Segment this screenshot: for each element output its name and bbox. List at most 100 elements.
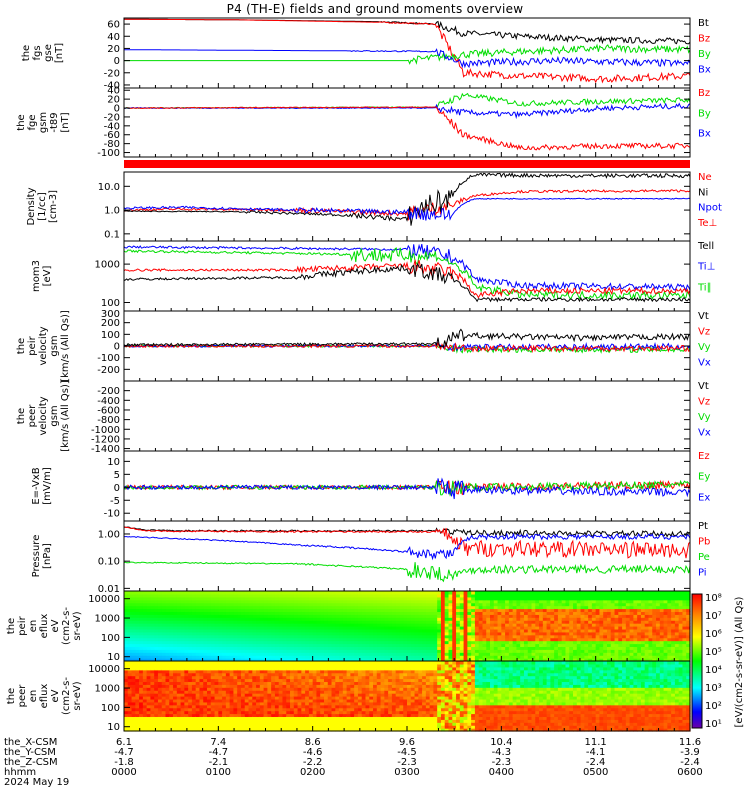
- heat-cell: [569, 591, 574, 595]
- heat-cell: [369, 605, 374, 610]
- heat-cell: [180, 617, 185, 621]
- heat-cell: [369, 658, 374, 662]
- heat-cell: [531, 623, 536, 627]
- heat-cell: [554, 591, 559, 595]
- heat-cell: [452, 631, 457, 636]
- heat-cell: [391, 637, 397, 642]
- heat-cell: [161, 637, 167, 642]
- heat-cell: [471, 628, 476, 633]
- heat-cell: [191, 640, 197, 645]
- heat-cell: [459, 655, 465, 659]
- heat-cell: [452, 614, 457, 618]
- heat-cell: [467, 623, 472, 627]
- heat-cell: [350, 611, 355, 615]
- heat-cell: [599, 617, 604, 621]
- heat-cell: [320, 599, 325, 604]
- panel-frame: [123, 17, 691, 89]
- heat-cell: [682, 614, 687, 618]
- heat-cell: [573, 620, 578, 624]
- heat-cell: [229, 593, 235, 598]
- heat-cell: [561, 634, 567, 639]
- heat-cell: [463, 623, 468, 627]
- heat-cell: [369, 646, 374, 650]
- heat-cell: [516, 643, 521, 648]
- heat-cell: [316, 599, 321, 604]
- heat-cell: [237, 693, 242, 697]
- heat-cell: [320, 649, 325, 653]
- heat-cell: [195, 725, 201, 729]
- heat-cell: [210, 719, 216, 723]
- heat-cell: [569, 634, 574, 639]
- heat-cell: [656, 614, 661, 618]
- heat-cell: [369, 608, 374, 613]
- heat-cell: [252, 608, 257, 613]
- heat-cell: [233, 701, 238, 706]
- heat-cell: [188, 658, 193, 662]
- legend-entry: Pe: [698, 552, 710, 563]
- heat-cell: [557, 655, 563, 659]
- heat-cell: [625, 623, 631, 627]
- heat-cell: [135, 661, 140, 665]
- heat-cell: [467, 620, 472, 624]
- heat-cell: [142, 707, 148, 712]
- heat-cell: [625, 596, 631, 601]
- heat-cell: [610, 643, 616, 648]
- heat-cell: [429, 593, 435, 598]
- heat-cell: [667, 628, 672, 633]
- heat-cell: [569, 620, 574, 624]
- heat-cell: [599, 611, 604, 615]
- heat-cell: [267, 591, 272, 595]
- heat-cell: [301, 658, 306, 662]
- heat-cell: [418, 611, 423, 615]
- heat-cell: [244, 623, 250, 627]
- heat-cell: [388, 658, 393, 662]
- heat-cell: [195, 713, 201, 718]
- heat-cell: [490, 631, 495, 636]
- heat-cell: [252, 655, 257, 659]
- heat-cell: [157, 675, 163, 680]
- heat-cell: [512, 602, 518, 607]
- heat-cell: [237, 626, 242, 630]
- heat-cell: [546, 593, 551, 598]
- heat-cell: [320, 602, 325, 607]
- heat-cell: [135, 599, 140, 604]
- heat-cell: [339, 593, 344, 598]
- heat-cell: [218, 602, 223, 607]
- heat-cell: [233, 658, 238, 662]
- heat-cell: [267, 655, 272, 659]
- heat-cell: [361, 608, 367, 613]
- heat-cell: [493, 634, 499, 639]
- heat-cell: [380, 637, 385, 642]
- heat-cell: [652, 626, 657, 630]
- heat-cell: [139, 728, 144, 732]
- heat-cell: [195, 614, 201, 618]
- heat-cell: [278, 655, 284, 659]
- heat-cell: [169, 655, 174, 659]
- heat-cell: [195, 704, 201, 709]
- heat-cell: [595, 602, 601, 607]
- heat-cell: [671, 634, 676, 639]
- heat-cell: [580, 614, 585, 618]
- heat-cell: [240, 643, 246, 648]
- heat-cell: [546, 591, 551, 595]
- heat-cell: [214, 596, 219, 601]
- heat-cell: [637, 649, 642, 653]
- heat-cell: [361, 649, 367, 653]
- heat-cell: [142, 617, 148, 621]
- heat-cell: [391, 593, 397, 598]
- y-axis-label: the: [21, 45, 32, 61]
- heat-cell: [323, 599, 329, 604]
- heat-cell: [154, 617, 159, 621]
- heat-cell: [229, 655, 235, 659]
- heat-cell: [139, 649, 144, 653]
- heat-cell: [508, 602, 514, 607]
- heat-cell: [614, 640, 619, 645]
- heat-cell: [161, 713, 167, 718]
- heat-cell: [335, 608, 340, 613]
- heat-cell: [195, 719, 201, 723]
- heat-cell: [184, 646, 189, 650]
- heat-cell: [384, 628, 389, 633]
- heat-cell: [207, 655, 212, 659]
- heat-cell: [154, 661, 159, 665]
- heat-cell: [248, 591, 253, 595]
